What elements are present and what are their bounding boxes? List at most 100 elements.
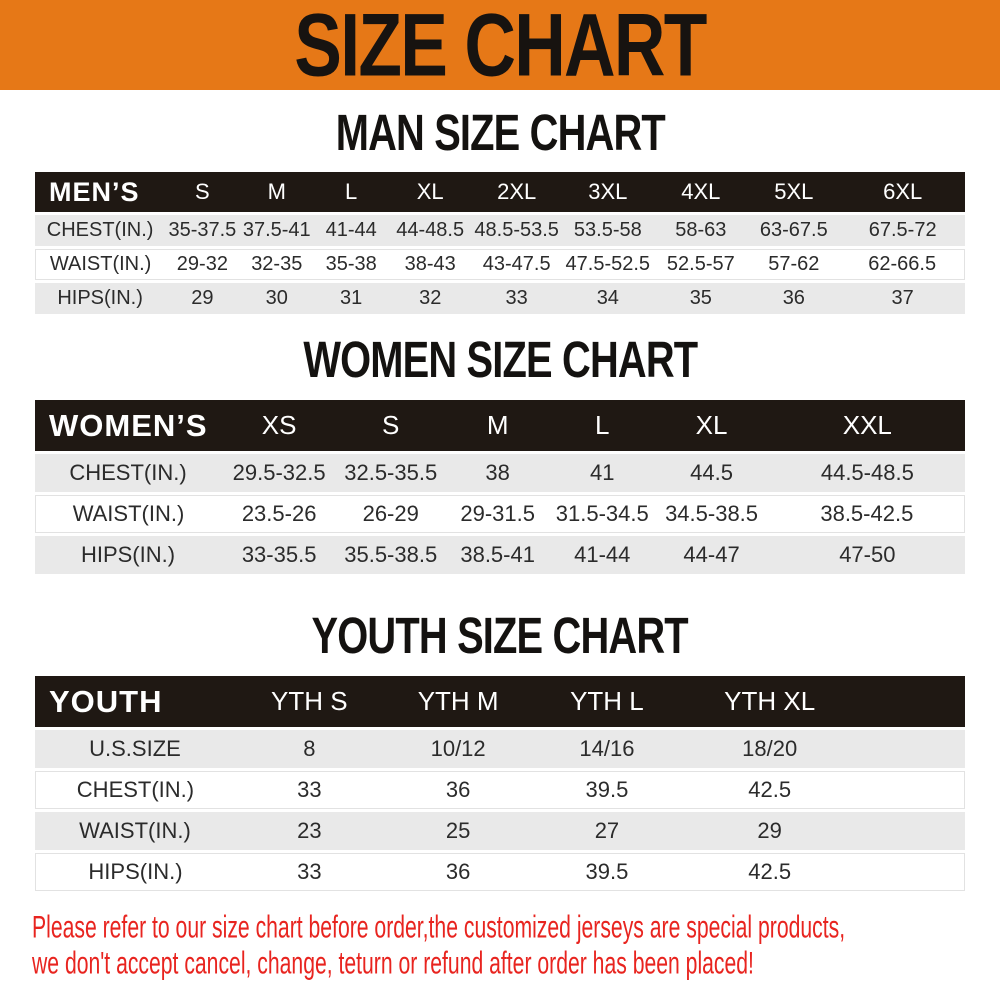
value-cell: 30 [239, 283, 314, 314]
value-cell: 29-32 [165, 249, 240, 280]
value-cell: 29-31.5 [444, 495, 552, 533]
size-column-header: XS [221, 400, 338, 451]
measurement-row: U.S.SIZE 8 10/12 14/16 18/20 [35, 730, 965, 768]
value-cell: 8 [234, 730, 384, 768]
value-cell: 39.5 [532, 771, 682, 809]
value-cell: 35.5-38.5 [337, 536, 445, 574]
value-cell: 33 [472, 283, 562, 314]
measurement-row: WAIST(IN.) 23 25 27 29 [35, 812, 965, 850]
value-cell: 33 [234, 771, 384, 809]
value-cell [858, 853, 965, 891]
size-column-header: XL [653, 400, 770, 451]
value-cell: 47-50 [769, 536, 965, 574]
banner: SIZE CHART [0, 0, 1000, 90]
row-label-cell: HIPS(IN.) [35, 853, 235, 891]
size-column-header: M [239, 172, 314, 212]
value-cell: 27 [532, 812, 682, 850]
notice-text-1: Please refer to our size chart before or… [32, 910, 846, 946]
youth-header-row: YOUTH YTH S YTH M YTH L YTH XL [35, 676, 965, 727]
value-cell: 14/16 [532, 730, 682, 768]
size-column-header: L [551, 400, 654, 451]
row-label-cell: HIPS(IN.) [35, 536, 221, 574]
row-label-cell: WAIST(IN.) [35, 495, 221, 533]
size-column-header: YTH L [532, 676, 682, 727]
value-cell: 38 [444, 454, 552, 492]
value-cell: 10/12 [383, 730, 533, 768]
measurement-row: HIPS(IN.) 33 36 39.5 42.5 [35, 853, 965, 891]
row-label-cell: CHEST(IN.) [35, 215, 166, 246]
men-section-heading: MAN SIZE CHART [0, 105, 1000, 162]
value-cell: 57-62 [747, 249, 841, 280]
value-cell: 36 [383, 853, 533, 891]
size-column-header: 3XL [561, 172, 655, 212]
women-header-row: WOMEN’S XS S M L XL XXL [35, 400, 965, 451]
value-cell: 44-47 [653, 536, 770, 574]
value-cell: 44-48.5 [388, 215, 473, 246]
size-column-header: XL [388, 172, 473, 212]
value-cell: 29 [681, 812, 859, 850]
value-cell: 43-47.5 [472, 249, 562, 280]
value-cell: 31.5-34.5 [551, 495, 654, 533]
section-men: MAN SIZE CHART MEN’S S M L XL 2XL 3XL 4XL 5XL 6XL… [0, 105, 1000, 317]
value-cell: 41-44 [551, 536, 654, 574]
notice-text-2: we don't accept cancel, change, teturn o… [32, 946, 754, 982]
youth-heading-text: YOUTH SIZE CHART [311, 608, 689, 665]
value-cell: 36 [747, 283, 841, 314]
row-label-cell: HIPS(IN.) [35, 283, 166, 314]
value-cell: 58-63 [654, 215, 748, 246]
value-cell: 35 [654, 283, 748, 314]
men-size-table: MEN’S S M L XL 2XL 3XL 4XL 5XL 6XL CHEST(IN.) 35-3… [35, 169, 965, 317]
row-label-cell: WAIST(IN.) [35, 812, 235, 850]
value-cell: 31 [313, 283, 389, 314]
measurement-row: CHEST(IN.) 33 36 39.5 42.5 [35, 771, 965, 809]
row-label-cell: WAIST(IN.) [35, 249, 166, 280]
measurement-row: WAIST(IN.) 29-32 32-35 35-38 38-43 43-47.5 47.… [35, 249, 965, 280]
row-label-cell: CHEST(IN.) [35, 454, 221, 492]
value-cell: 38.5-41 [444, 536, 552, 574]
value-cell: 34.5-38.5 [653, 495, 770, 533]
footer-notice: Please refer to our size chart before or… [0, 910, 1000, 982]
value-cell: 63-67.5 [747, 215, 841, 246]
size-column-header: 5XL [747, 172, 841, 212]
value-cell: 41-44 [313, 215, 389, 246]
value-cell: 29 [165, 283, 240, 314]
value-cell: 42.5 [681, 853, 859, 891]
measurement-row: HIPS(IN.) 33-35.5 35.5-38.5 38.5-41 41-44 44-… [35, 536, 965, 574]
value-cell [858, 812, 965, 850]
value-cell: 34 [561, 283, 655, 314]
value-cell: 52.5-57 [654, 249, 748, 280]
value-cell: 33-35.5 [221, 536, 338, 574]
row-label-header: YOUTH [35, 676, 235, 727]
row-label-cell: U.S.SIZE [35, 730, 235, 768]
men-heading-text: MAN SIZE CHART [335, 105, 665, 162]
value-cell: 23 [234, 812, 384, 850]
size-column-header: S [337, 400, 445, 451]
measurement-row: CHEST(IN.) 35-37.5 37.5-41 41-44 44-48.5 48.5… [35, 215, 965, 246]
value-cell: 35-37.5 [165, 215, 240, 246]
value-cell: 62-66.5 [840, 249, 965, 280]
size-column-header: 2XL [472, 172, 562, 212]
size-column-header: 4XL [654, 172, 748, 212]
size-column-header [858, 676, 965, 727]
row-label-header: WOMEN’S [35, 400, 221, 451]
size-column-header: YTH M [383, 676, 533, 727]
youth-section-heading: YOUTH SIZE CHART [0, 608, 1000, 665]
size-column-header: YTH XL [681, 676, 859, 727]
value-cell: 35-38 [313, 249, 389, 280]
size-column-header: XXL [769, 400, 965, 451]
value-cell: 67.5-72 [840, 215, 965, 246]
value-cell: 41 [551, 454, 654, 492]
value-cell: 42.5 [681, 771, 859, 809]
page-title: SIZE CHART [294, 0, 707, 95]
size-column-header: 6XL [840, 172, 965, 212]
value-cell: 37 [840, 283, 965, 314]
notice-line-1: Please refer to our size chart before or… [32, 910, 1000, 946]
value-cell: 32-35 [239, 249, 314, 280]
value-cell: 32 [388, 283, 473, 314]
size-column-header: YTH S [234, 676, 384, 727]
measurement-row: CHEST(IN.) 29.5-32.5 32.5-35.5 38 41 44.5 44.5… [35, 454, 965, 492]
section-women: WOMEN SIZE CHART WOMEN’S XS S M L XL XXL CHEST… [0, 335, 1000, 577]
value-cell: 53.5-58 [561, 215, 655, 246]
value-cell: 39.5 [532, 853, 682, 891]
